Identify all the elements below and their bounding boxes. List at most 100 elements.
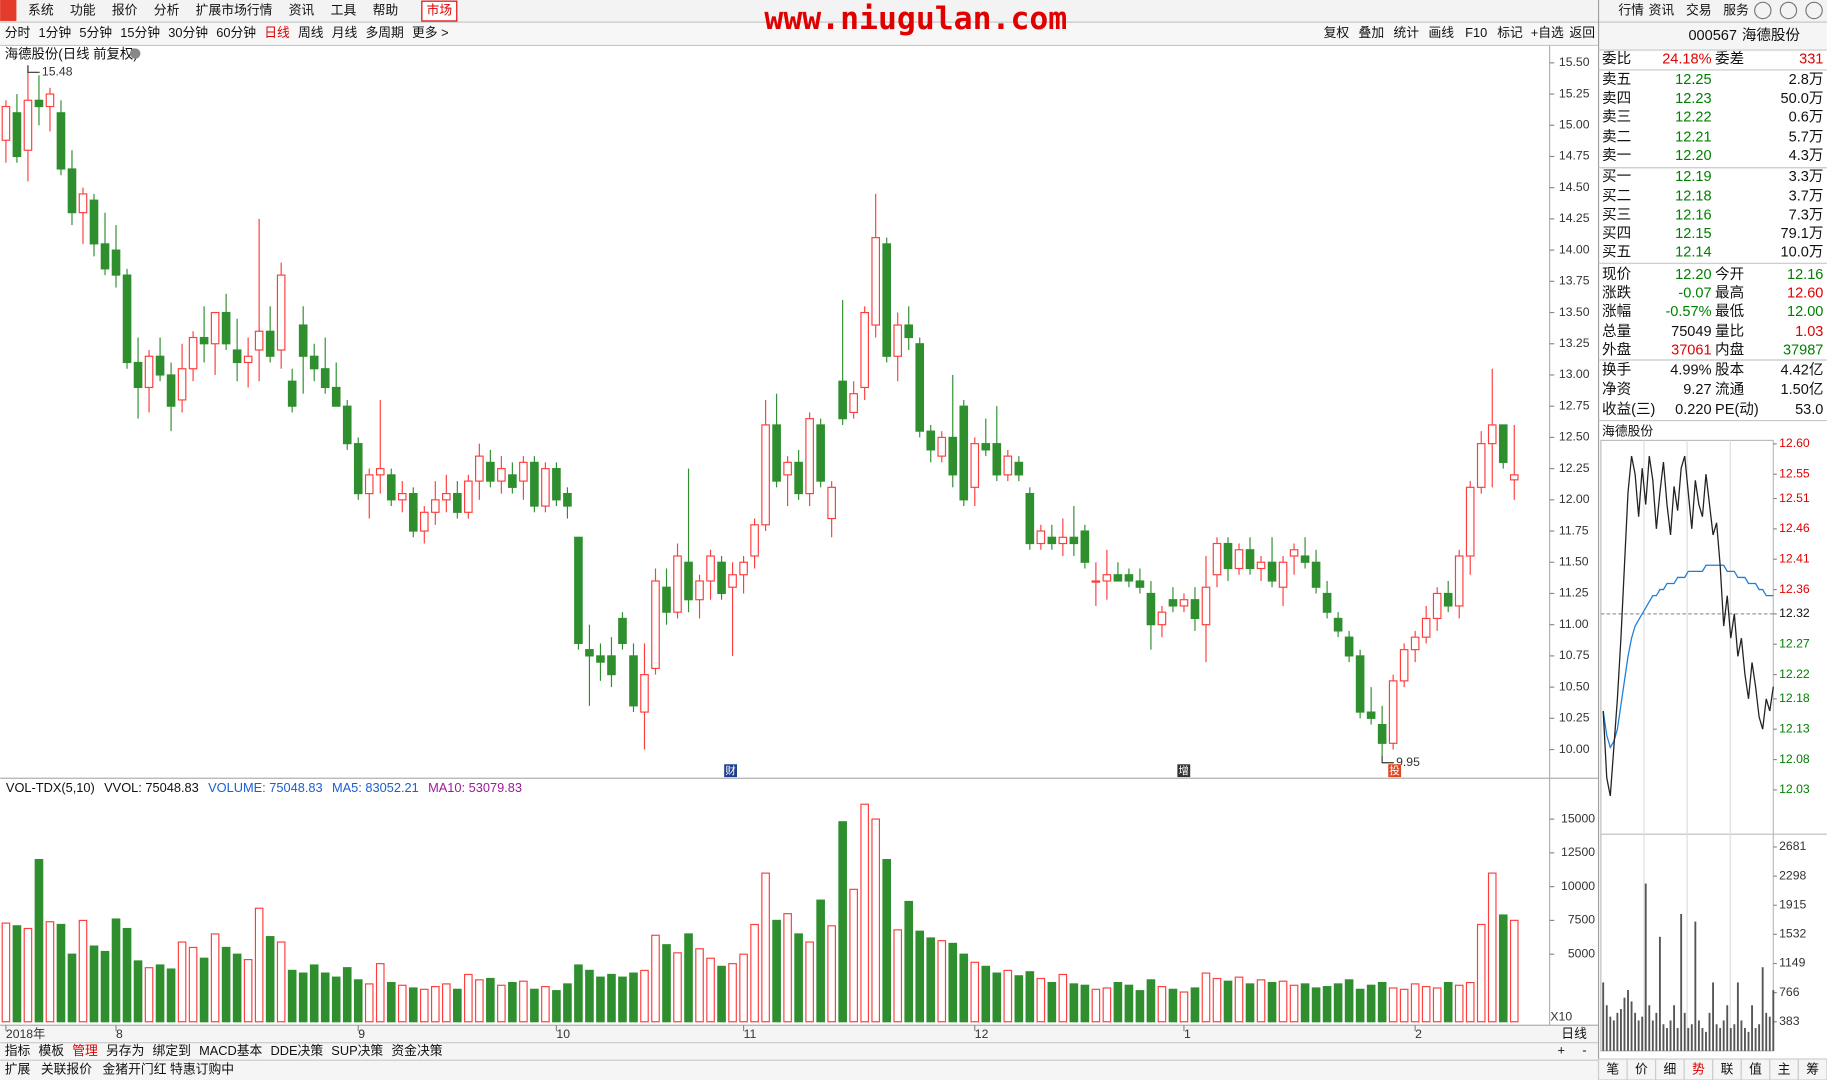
close-button[interactable] bbox=[1805, 1, 1823, 20]
intraday-tab-label[interactable]: 筹 bbox=[1806, 1061, 1819, 1076]
period-tab[interactable]: 1分钟 bbox=[39, 25, 72, 40]
candle-body bbox=[475, 455, 484, 482]
indicator-tab[interactable]: DDE决策 bbox=[271, 1043, 324, 1058]
candle-body bbox=[838, 380, 847, 420]
period-tab[interactable]: 30分钟 bbox=[168, 25, 208, 40]
period-tab[interactable]: 更多 > bbox=[412, 25, 449, 40]
status-item[interactable]: 扩展 bbox=[5, 1061, 31, 1076]
menu-item[interactable]: 资讯 bbox=[289, 2, 315, 17]
volume-bar bbox=[717, 965, 726, 1023]
intraday-tab-label[interactable]: 值 bbox=[1749, 1061, 1762, 1076]
toolbar-button[interactable]: 叠加 bbox=[1359, 25, 1385, 40]
event-marker[interactable] bbox=[1388, 764, 1402, 778]
candle-body bbox=[871, 237, 881, 326]
event-marker[interactable] bbox=[724, 764, 737, 778]
toolbar-button[interactable]: F10 bbox=[1465, 25, 1487, 40]
event-label[interactable]: 财 bbox=[725, 764, 735, 777]
intraday-tab-label[interactable]: 笔 bbox=[1606, 1061, 1619, 1076]
x-tick-label: 12 bbox=[975, 1027, 989, 1041]
indicator-tab[interactable]: 另存为 bbox=[106, 1043, 144, 1058]
menu-item[interactable]: 系统 bbox=[28, 2, 54, 17]
indicator-tab[interactable]: SUP决策 bbox=[331, 1043, 383, 1058]
minimize-button[interactable] bbox=[1754, 1, 1772, 20]
candle-body bbox=[1366, 711, 1376, 719]
volume-bar bbox=[970, 961, 980, 1023]
status-item[interactable]: 金猪开门红 特惠订购中 bbox=[103, 1061, 235, 1076]
top-button[interactable]: 行情 bbox=[1618, 2, 1644, 17]
period-tab[interactable]: 月线 bbox=[332, 25, 358, 40]
top-button[interactable]: 资讯 bbox=[1649, 2, 1675, 17]
period-tab[interactable]: 5分钟 bbox=[79, 25, 112, 40]
y-tick-label: 1915 bbox=[1779, 897, 1806, 911]
candle-body bbox=[519, 461, 528, 482]
quote-cell: 委差 bbox=[1715, 50, 1744, 67]
toolbar-button[interactable]: 画线 bbox=[1428, 25, 1454, 40]
candle-body bbox=[904, 324, 914, 339]
event-label[interactable]: 增 bbox=[1179, 764, 1189, 777]
volume-bar bbox=[1003, 969, 1013, 1023]
indicator-tab[interactable]: 管理 bbox=[72, 1043, 98, 1058]
event-marker[interactable] bbox=[1177, 764, 1191, 778]
volume-bar bbox=[1322, 986, 1332, 1023]
candle-body bbox=[805, 418, 814, 495]
menu-item[interactable]: 报价 bbox=[112, 2, 138, 17]
toolbar-button[interactable]: 返回 bbox=[1569, 25, 1595, 40]
toolbar-button[interactable]: 标记 bbox=[1497, 25, 1523, 40]
indicator-tab[interactable]: 模板 bbox=[39, 1043, 65, 1058]
volume-bar bbox=[1498, 914, 1508, 1023]
intraday-volume-bar bbox=[1761, 967, 1764, 1051]
y-tick-label: 11.50 bbox=[1559, 554, 1589, 568]
intraday-volume-bar bbox=[1666, 1028, 1668, 1051]
zoom-out[interactable]: - bbox=[1582, 1042, 1586, 1057]
candle-body bbox=[1157, 611, 1167, 626]
volume-bar bbox=[1421, 986, 1431, 1023]
top-button[interactable]: 交易 bbox=[1686, 2, 1712, 17]
quote-cell: 12.18 bbox=[1675, 189, 1711, 205]
volume-bar bbox=[838, 821, 847, 1023]
candle-body bbox=[221, 311, 231, 345]
menu-item[interactable]: 功能 bbox=[70, 2, 96, 17]
menu-item[interactable]: 扩展市场行情 bbox=[196, 2, 273, 17]
candle-body bbox=[276, 274, 286, 351]
intraday-tab-label[interactable]: 势 bbox=[1692, 1061, 1705, 1076]
zoom-in[interactable]: + bbox=[1558, 1042, 1565, 1057]
volume-bar bbox=[915, 930, 925, 1023]
period-tab[interactable]: 15分钟 bbox=[120, 25, 160, 40]
volume-bar bbox=[298, 972, 308, 1023]
intraday-tab-label[interactable]: 联 bbox=[1721, 1061, 1734, 1076]
indicator-tab[interactable]: MACD基本 bbox=[199, 1043, 262, 1058]
volume-bar bbox=[1179, 991, 1189, 1023]
status-item[interactable]: 关联报价 bbox=[41, 1061, 92, 1076]
intraday-volume-bar bbox=[1630, 1001, 1633, 1051]
toolbar-button[interactable]: 复权 bbox=[1324, 25, 1350, 40]
toolbar-button[interactable]: +自选 bbox=[1531, 25, 1564, 40]
menu-item[interactable]: 工具 bbox=[331, 2, 357, 17]
title-icon[interactable] bbox=[130, 48, 141, 59]
period-tab[interactable]: 60分钟 bbox=[216, 25, 256, 40]
indicator-tab[interactable]: 绑定到 bbox=[153, 1043, 191, 1058]
intraday-tab-label[interactable]: 细 bbox=[1664, 1061, 1677, 1076]
menu-item[interactable]: 市场 bbox=[427, 2, 453, 17]
top-button[interactable]: 服务 bbox=[1723, 2, 1749, 17]
candle-body bbox=[1168, 599, 1178, 607]
indicator-tab[interactable]: 指标 bbox=[5, 1043, 31, 1058]
intraday-tab-label[interactable]: 主 bbox=[1778, 1061, 1791, 1076]
period-tab[interactable]: 分时 bbox=[5, 25, 31, 40]
intraday-volume-bar bbox=[1662, 1024, 1665, 1051]
quote-cell: 50.0万 bbox=[1781, 91, 1824, 107]
indicator-tab[interactable]: 资金决策 bbox=[391, 1043, 442, 1058]
maximize-button[interactable] bbox=[1779, 1, 1798, 20]
period-tab[interactable]: 日线 bbox=[264, 25, 290, 40]
menu-item[interactable]: 分析 bbox=[154, 2, 180, 17]
menu-item[interactable]: 帮助 bbox=[373, 2, 399, 17]
candle-body bbox=[133, 361, 143, 389]
intraday-volume-bar bbox=[1634, 1012, 1637, 1051]
volume-bar bbox=[1487, 872, 1497, 1023]
period-tab[interactable]: 周线 bbox=[298, 25, 324, 40]
market-tab[interactable] bbox=[421, 0, 458, 22]
toolbar-button[interactable]: 统计 bbox=[1394, 25, 1420, 40]
event-label[interactable]: 投 bbox=[1389, 764, 1400, 777]
period-tab[interactable]: 多周期 bbox=[365, 25, 403, 40]
intraday-tab-label[interactable]: 价 bbox=[1635, 1061, 1648, 1076]
intraday-volume-bar bbox=[1772, 990, 1775, 1051]
